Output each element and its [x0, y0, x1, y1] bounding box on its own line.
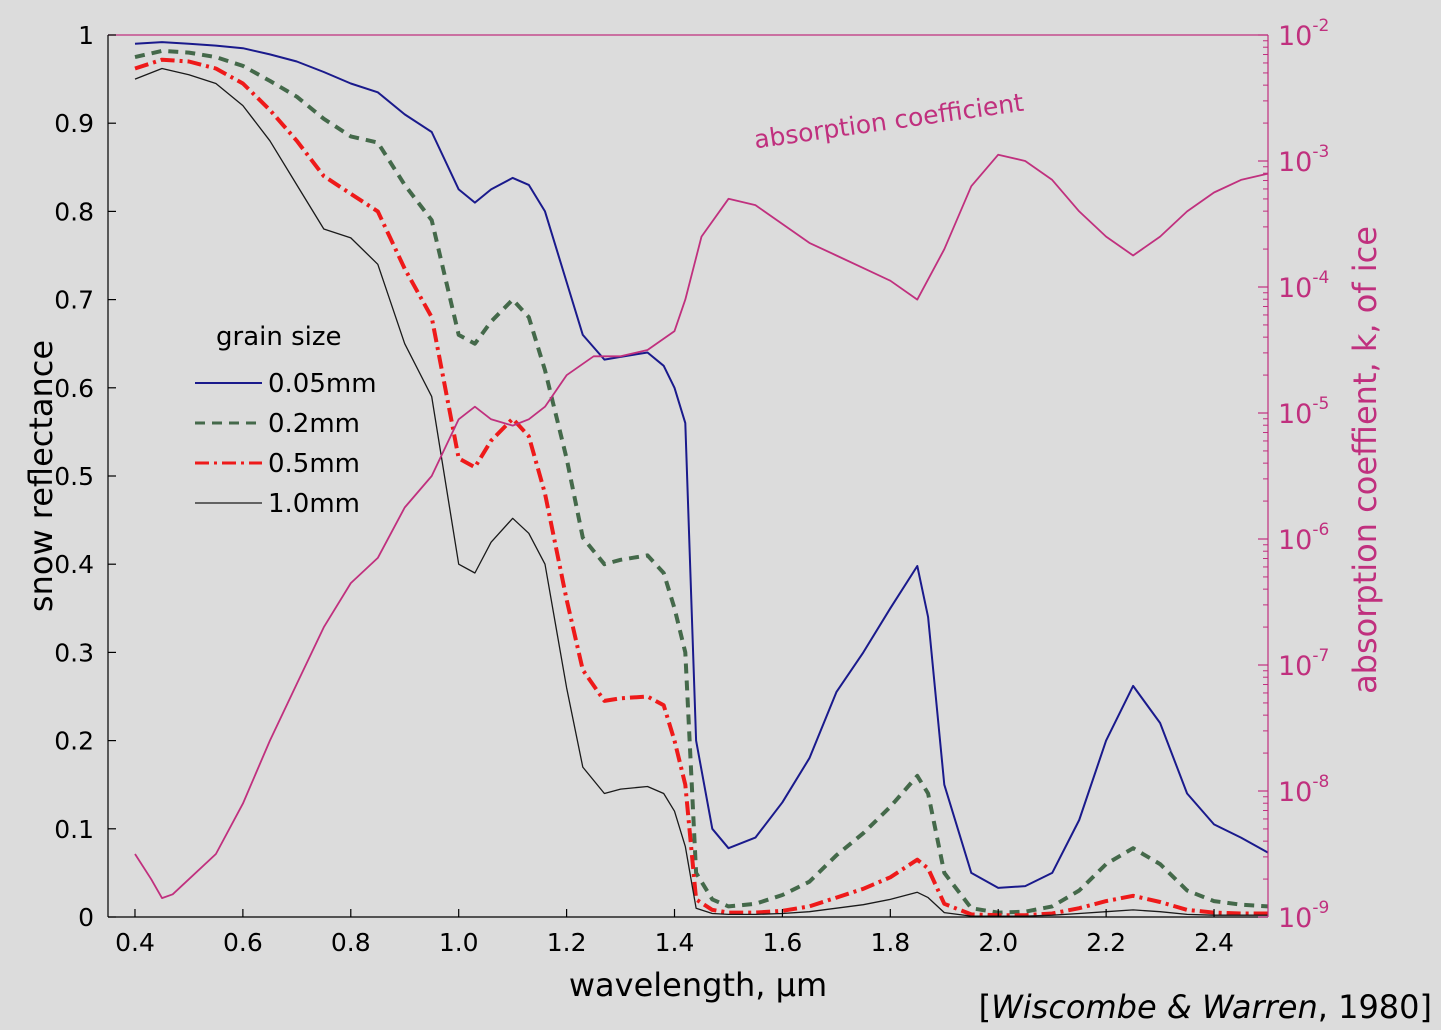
y2-tick-label: 10-4: [1278, 268, 1329, 304]
legend-label-1: 0.2mm: [268, 409, 360, 439]
y-tick-label: 0.9: [54, 109, 94, 138]
y2-tick-label: 10-7: [1278, 646, 1329, 682]
y2-tick-base: 10: [1278, 903, 1312, 934]
y2-tick-base: 10: [1278, 147, 1312, 178]
citation-author1: Wiscombe: [991, 988, 1157, 1026]
y2-tick-exponent: -2: [1312, 16, 1329, 36]
y-tick-label: 1: [78, 21, 94, 50]
annotation-absorption: absorption coefficient: [752, 88, 1025, 155]
y-tick-label: 0.4: [54, 550, 94, 579]
legend: grain size 0.05mm 0.2mm 0.5mm 1.0mm: [195, 322, 377, 519]
legend-label-3: 1.0mm: [268, 489, 360, 519]
y2-tick-exponent: -4: [1312, 268, 1329, 288]
y2-tick-base: 10: [1278, 777, 1312, 808]
x-tick-label: 2.2: [1086, 928, 1126, 957]
y2-tick-exponent: -9: [1312, 898, 1329, 918]
x-tick-label: 0.8: [331, 928, 371, 957]
x-tick-label: 0.6: [223, 928, 263, 957]
y-tick-label: 0.7: [54, 286, 94, 315]
axes: 0.4 0.6 0.8 1.0 1.2 1.4 1.6 1.8 2.0 2.2 2.4 0 0.1 0.2…: [54, 16, 1329, 957]
y2-tick-exponent: -8: [1312, 772, 1329, 792]
x-tick-label: 1.6: [763, 928, 803, 957]
citation: [Wiscombe & Warren, 1980]: [979, 988, 1432, 1026]
legend-label-0: 0.05mm: [268, 369, 377, 399]
y2-tick-exponent: -3: [1312, 142, 1329, 162]
x-tick-label: 1.2: [547, 928, 587, 957]
citation-year: , 1980]: [1318, 988, 1432, 1026]
y2-tick-label: 10-8: [1278, 772, 1329, 808]
x-tick-label: 2.0: [978, 928, 1018, 957]
plot-lines: [134, 41, 1269, 918]
series-line-4: [134, 153, 1269, 899]
y2-tick-base: 10: [1278, 399, 1312, 430]
x-axis-label: wavelength, μm: [569, 966, 827, 1004]
x-tick-label: 2.4: [1194, 928, 1234, 957]
y-tick-label: 0.8: [54, 197, 94, 226]
y2-tick-label: 10-3: [1278, 142, 1329, 178]
legend-label-2: 0.5mm: [268, 449, 360, 479]
series-line-2: [134, 57, 1268, 918]
y-tick-label: 0.3: [54, 638, 94, 667]
y2-tick-exponent: -6: [1312, 520, 1329, 540]
y-tick-label: 0.6: [54, 374, 94, 403]
series-line-0: [134, 41, 1269, 889]
x-tick-label: 1.0: [439, 928, 479, 957]
y2-tick-label: 10-6: [1278, 520, 1329, 556]
x-tick-label: 1.4: [655, 928, 695, 957]
y-axis-label: snow reflectance: [22, 340, 60, 612]
y2-tick-exponent: -7: [1312, 646, 1329, 666]
citation-amp: &: [1157, 988, 1202, 1026]
y2-tick-base: 10: [1278, 21, 1312, 52]
x-tick-label: 1.8: [870, 928, 910, 957]
series-line-3: [134, 67, 1268, 917]
legend-title: grain size: [216, 322, 342, 352]
y-tick-label: 0.1: [54, 815, 94, 844]
y2-tick-label: 10-5: [1278, 394, 1329, 430]
x-tick-label: 0.4: [115, 928, 155, 957]
y2-axis-label: absorption coeffient, k, of ice: [1346, 226, 1384, 694]
y-tick-label: 0.5: [54, 462, 94, 491]
series-line-1: [134, 48, 1269, 915]
y2-tick-label: 10-2: [1278, 16, 1329, 52]
y2-tick-exponent: -5: [1312, 394, 1329, 414]
y2-tick-base: 10: [1278, 273, 1312, 304]
y-tick-label: 0: [78, 903, 94, 932]
citation-open: [: [979, 988, 991, 1026]
citation-author2: Warren: [1202, 988, 1318, 1026]
y-tick-label: 0.2: [54, 727, 94, 756]
y2-tick-label: 10-9: [1278, 898, 1329, 934]
y2-tick-base: 10: [1278, 651, 1312, 682]
y2-tick-base: 10: [1278, 525, 1312, 556]
